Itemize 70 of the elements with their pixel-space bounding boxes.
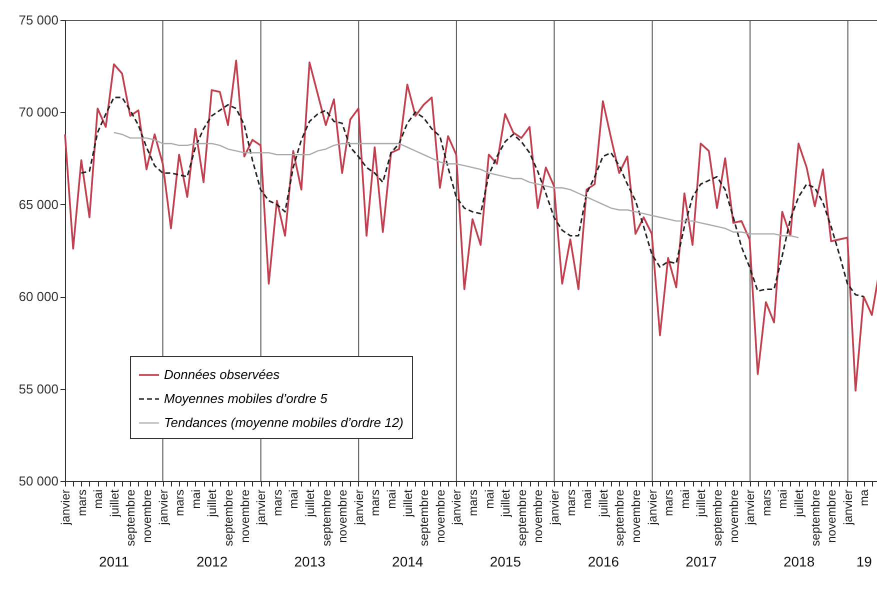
x-tick-label: mai bbox=[286, 490, 301, 509]
x-tick-label: janvier bbox=[156, 490, 170, 526]
x-tick-label: ma bbox=[857, 489, 872, 506]
x-tick-label: mars bbox=[172, 490, 187, 516]
y-tick-label: 55 000 bbox=[18, 381, 58, 396]
x-tick-label: juillet bbox=[596, 488, 610, 518]
y-tick-label: 65 000 bbox=[18, 196, 58, 212]
x-tick-label: juillet bbox=[107, 488, 122, 518]
x-tick-label: janvier bbox=[352, 490, 366, 526]
y-tick-label: 60 000 bbox=[18, 289, 58, 304]
x-tick-label: novembre bbox=[531, 489, 546, 543]
line-series bbox=[113, 132, 800, 238]
x-tick-label: mars bbox=[74, 490, 89, 516]
legend-label: Tendances (moyenne mobiles d’ordre 12) bbox=[164, 415, 404, 430]
x-tick-label: novembre bbox=[140, 489, 154, 543]
x2-tick-label: 2014 bbox=[392, 554, 424, 570]
x-tick-label: mai bbox=[678, 490, 692, 509]
legend-label: Données observées bbox=[164, 367, 280, 382]
x-tick-label: septembre bbox=[417, 489, 432, 546]
x2-tick-label: 2012 bbox=[196, 554, 228, 570]
x-tick-label: novembre bbox=[433, 489, 448, 543]
x2-tick-label: 2016 bbox=[588, 554, 620, 570]
x-tick-label: mars bbox=[564, 490, 578, 516]
line-series bbox=[80, 96, 864, 298]
x2-tick-label: 2013 bbox=[294, 554, 326, 570]
x-tick-label: mars bbox=[759, 490, 774, 516]
x-tick-label: septembre bbox=[612, 489, 627, 546]
x-tick-label: mai bbox=[482, 490, 496, 509]
x-tick-label: janvier bbox=[743, 490, 758, 526]
x-tick-label: novembre bbox=[824, 489, 839, 543]
x-tick-label: juillet bbox=[303, 488, 317, 518]
y-tick-label: 75 000 bbox=[18, 12, 58, 28]
x-tick-label: novembre bbox=[336, 489, 350, 543]
x-tick-label: mars bbox=[466, 490, 480, 516]
y-tick-label: 70 000 bbox=[18, 104, 58, 120]
x-tick-label: novembre bbox=[238, 489, 252, 543]
x-tick-label: septembre bbox=[710, 489, 724, 546]
x-tick-label: janvier bbox=[254, 490, 268, 526]
x-tick-label: juillet bbox=[205, 488, 220, 518]
x-tick-label: septembre bbox=[808, 489, 822, 546]
x-tick-label: septembre bbox=[222, 489, 236, 546]
x-tick-label: janvier bbox=[58, 490, 72, 526]
x-tick-label: mai bbox=[580, 490, 594, 509]
x-tick-label: novembre bbox=[726, 489, 741, 543]
x-tick-label: mai bbox=[91, 490, 106, 509]
x-tick-label: janvier bbox=[645, 490, 660, 526]
x-tick-label: juillet bbox=[400, 488, 415, 518]
x-tick-label: mars bbox=[270, 490, 284, 516]
y-tick-label: 50 000 bbox=[18, 474, 58, 488]
x-tick-label: janvier bbox=[548, 490, 562, 526]
legend-label: Moyennes mobiles d’ordre 5 bbox=[164, 391, 328, 406]
x-tick-label: juillet bbox=[694, 488, 708, 518]
x-tick-label: septembre bbox=[514, 489, 529, 546]
x-tick-label: septembre bbox=[124, 489, 138, 546]
x-tick-label: novembre bbox=[629, 489, 643, 543]
x-tick-label: mars bbox=[368, 490, 382, 516]
x2-tick-label: 2018 bbox=[783, 554, 815, 570]
x-tick-label: mai bbox=[188, 490, 203, 509]
x-tick-label: janvier bbox=[840, 490, 855, 526]
x-tick-label: janvier bbox=[450, 490, 464, 526]
x2-tick-label: 19 bbox=[856, 554, 872, 570]
x-tick-label: juillet bbox=[498, 488, 513, 518]
x2-tick-label: 2015 bbox=[490, 554, 522, 570]
x-tick-label: mai bbox=[384, 490, 398, 509]
x2-tick-label: 2011 bbox=[98, 554, 130, 570]
x-tick-label: septembre bbox=[319, 489, 334, 546]
x2-tick-label: 2017 bbox=[686, 554, 718, 570]
x-tick-label: mai bbox=[776, 490, 790, 509]
x-tick-label: mars bbox=[662, 490, 676, 516]
x-tick-label: juillet bbox=[792, 488, 806, 518]
